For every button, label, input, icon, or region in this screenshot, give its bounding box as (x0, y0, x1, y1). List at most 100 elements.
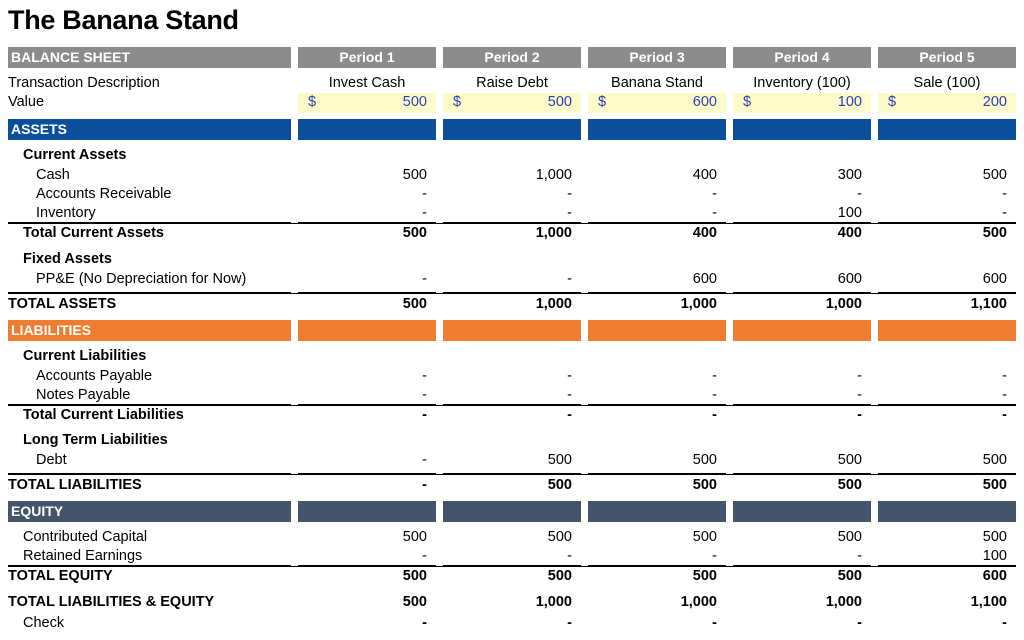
retained-earnings-label: Retained Earnings (8, 547, 291, 566)
section-bar-cell (588, 320, 726, 341)
cash-value: 300 (837, 167, 862, 183)
balance-sheet-header: BALANCE SHEET Period 1 Period 2 Period 3… (8, 47, 1016, 68)
cash-value: 500 (982, 167, 1007, 183)
total-assets-row: TOTAL ASSETS 500 1,000 1,000 1,000 1,100 (8, 295, 1016, 314)
total-liabilities-equity-value: 500 (402, 594, 427, 610)
total-assets-value: 500 (402, 296, 427, 312)
check-value: - (422, 615, 427, 631)
total-assets-value: 1,000 (535, 296, 572, 312)
notes-payable-row: Notes Payable - - - - - (8, 386, 1016, 406)
total-equity-value: 500 (692, 568, 717, 584)
accounts-payable-value: - (712, 368, 717, 384)
cash-label: Cash (36, 167, 70, 183)
notes-payable-value: - (443, 386, 581, 405)
section-bar-cell (443, 501, 581, 522)
ppe-value: 600 (733, 270, 871, 293)
debt-value: 500 (733, 451, 871, 474)
value-amount: 100 (837, 94, 862, 110)
retained-earnings-row: Retained Earnings - - - - 100 (8, 547, 1016, 567)
total-equity-value: 500 (547, 568, 572, 584)
contributed-capital-value: 500 (547, 529, 572, 545)
value-amount: 500 (547, 94, 572, 110)
inventory-value: 100 (733, 204, 871, 223)
fixed-assets-label: Fixed Assets (23, 251, 112, 267)
total-current-liabilities-value: - (857, 407, 862, 423)
value-label: Value (8, 94, 45, 110)
accounts-receivable-value: - (857, 186, 862, 202)
value-input[interactable]: $500 (443, 93, 581, 113)
period-header: Period 3 (588, 47, 726, 68)
contributed-capital-row: Contributed Capital 500 500 500 500 500 (8, 528, 1016, 547)
section-bar-cell (878, 501, 1016, 522)
accounts-receivable-value: - (567, 186, 572, 202)
accounts-receivable-value: - (712, 186, 717, 202)
inventory-value: - (588, 204, 726, 223)
notes-payable-value: - (298, 386, 436, 405)
section-bar-cell (878, 119, 1016, 140)
transaction-cell[interactable]: Raise Debt (476, 75, 548, 91)
section-bar-cell (443, 119, 581, 140)
assets-section-bar: ASSETS (8, 119, 1016, 140)
total-current-liabilities-row: Total Current Liabilities - - - - - (8, 406, 1016, 425)
total-liabilities-value: 500 (547, 477, 572, 493)
currency-symbol: $ (598, 94, 607, 110)
debt-label: Debt (8, 451, 291, 474)
debt-row: Debt - 500 500 500 500 (8, 451, 1016, 475)
period-header: Period 2 (443, 47, 581, 68)
assets-title: ASSETS (8, 119, 291, 140)
long-term-liabilities-label: Long Term Liabilities (23, 432, 168, 448)
check-value: - (712, 615, 717, 631)
retained-earnings-value: - (733, 547, 871, 566)
ppe-value: - (443, 270, 581, 293)
accounts-receivable-value: - (1002, 186, 1007, 202)
section-bar-cell (733, 501, 871, 522)
transaction-cell[interactable]: Invest Cash (328, 75, 406, 91)
total-liabilities-equity-row: TOTAL LIABILITIES & EQUITY 500 1,000 1,0… (8, 593, 1016, 612)
cash-value: 1,000 (535, 167, 572, 183)
ppe-value: 600 (588, 270, 726, 293)
total-current-assets-value: 500 (982, 225, 1007, 241)
section-bar-cell (298, 320, 436, 341)
retained-earnings-value: - (443, 547, 581, 566)
balance-sheet-label: BALANCE SHEET (8, 47, 291, 68)
debt-value: - (298, 451, 436, 474)
value-input[interactable]: $500 (298, 93, 436, 113)
total-liabilities-equity-value: 1,000 (825, 594, 862, 610)
value-amount: 600 (692, 94, 717, 110)
total-current-liabilities-value: - (712, 407, 717, 423)
period-header: Period 4 (733, 47, 871, 68)
total-assets-value: 1,000 (825, 296, 862, 312)
debt-value: 500 (878, 451, 1016, 474)
accounts-receivable-label: Accounts Receivable (36, 186, 172, 202)
value-input[interactable]: $100 (733, 93, 871, 113)
total-equity-label: TOTAL EQUITY (8, 568, 113, 584)
notes-payable-value: - (878, 386, 1016, 405)
section-bar-cell (878, 320, 1016, 341)
section-bar-cell (298, 501, 436, 522)
ppe-row: PP&E (No Depreciation for Now) - - 600 6… (8, 270, 1016, 294)
check-row: Check - - - - - (8, 614, 1016, 633)
ppe-value: 600 (878, 270, 1016, 293)
total-liabilities-value: 500 (692, 477, 717, 493)
total-current-liabilities-value: - (422, 407, 427, 423)
inventory-row: Inventory - - - 100 - (8, 204, 1016, 224)
value-input[interactable]: $200 (878, 93, 1016, 113)
long-term-liabilities-heading: Long Term Liabilities (8, 431, 1016, 450)
retained-earnings-value: - (298, 547, 436, 566)
transaction-cell[interactable]: Sale (100) (913, 75, 981, 91)
total-current-assets-value: 500 (402, 225, 427, 241)
value-row: Value $500 $500 $600 $100 $200 (8, 93, 1016, 113)
liabilities-title: LIABILITIES (8, 320, 291, 341)
total-liabilities-row: TOTAL LIABILITIES - 500 500 500 500 (8, 476, 1016, 495)
period-header: Period 1 (298, 47, 436, 68)
fixed-assets-heading: Fixed Assets (8, 250, 1016, 269)
transaction-cell[interactable]: Inventory (100) (753, 75, 851, 91)
check-value: - (567, 615, 572, 631)
value-input[interactable]: $600 (588, 93, 726, 113)
transaction-cell[interactable]: Banana Stand (611, 75, 703, 91)
liabilities-section-bar: LIABILITIES (8, 320, 1016, 341)
equity-title: EQUITY (8, 501, 291, 522)
currency-symbol: $ (888, 94, 897, 110)
check-value: - (1002, 615, 1007, 631)
current-liabilities-heading: Current Liabilities (8, 347, 1016, 366)
